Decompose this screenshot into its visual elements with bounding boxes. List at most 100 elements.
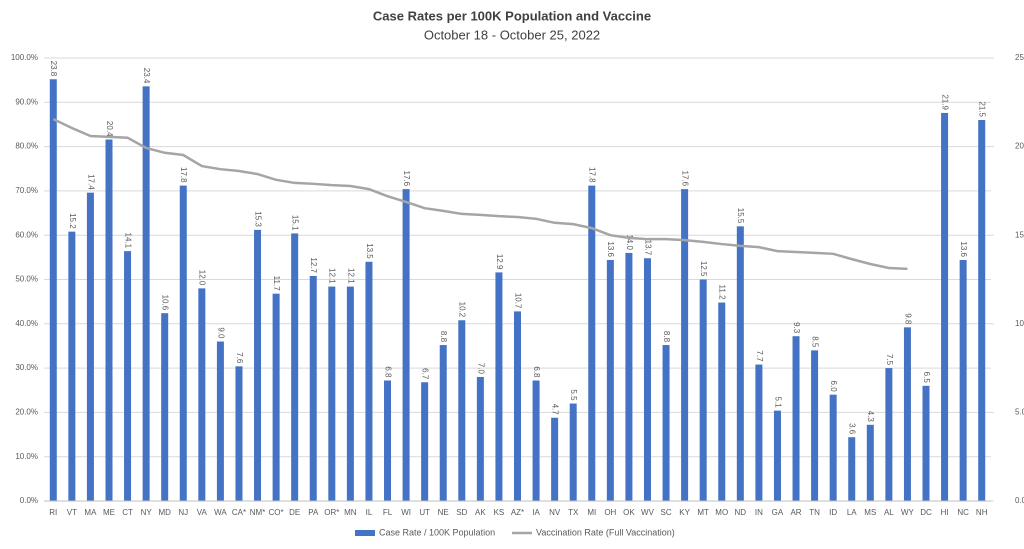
x-tick-label: UT: [419, 508, 430, 517]
bar: [346, 286, 354, 501]
x-tick-label: AR: [790, 508, 801, 517]
x-tick-label: FL: [383, 508, 393, 517]
y2-tick-label: 0.0: [1015, 496, 1024, 505]
bar: [755, 364, 763, 501]
data-label: 7.7: [755, 350, 764, 362]
data-label: 3.6: [848, 423, 857, 435]
y-tick-label: 40.0%: [15, 319, 38, 328]
x-tick-label: KY: [679, 508, 690, 517]
y-tick-label: 100.0%: [11, 53, 38, 62]
data-label: 15.2: [68, 213, 77, 229]
data-label: 13.6: [959, 241, 968, 257]
x-tick-label: ME: [103, 508, 115, 517]
data-label: 6.8: [532, 366, 541, 378]
bar: [699, 279, 707, 501]
data-label: 12.5: [699, 261, 708, 277]
x-tick-label: NC: [957, 508, 969, 517]
x-tick-label: NE: [438, 508, 449, 517]
y2-tick-label: 5.0: [1015, 408, 1024, 417]
bar: [384, 380, 392, 501]
data-label: 5.1: [773, 397, 782, 409]
x-tick-label: TN: [809, 508, 820, 517]
x-tick-label: NJ: [178, 508, 188, 517]
data-label: 9.0: [216, 327, 225, 339]
data-label: 21.9: [940, 94, 949, 110]
y2-tick-label: 20.0: [1015, 142, 1024, 151]
data-label: 13.6: [606, 241, 615, 257]
data-label: 20.4: [105, 121, 114, 137]
bar: [866, 424, 874, 501]
bar: [272, 293, 280, 501]
x-tick-label: WA: [214, 508, 227, 517]
x-tick-label: AZ*: [511, 508, 524, 517]
x-tick-label: VA: [197, 508, 208, 517]
data-label: 7.6: [235, 352, 244, 364]
data-label: 12.1: [328, 268, 337, 284]
x-tick-label: IA: [532, 508, 540, 517]
y2-tick-label: 10.0: [1015, 319, 1024, 328]
bar: [235, 366, 243, 501]
data-label: 12.7: [309, 257, 318, 273]
x-tick-label: NY: [141, 508, 153, 517]
data-label: 12.9: [495, 254, 504, 270]
legend-label: Case Rate / 100K Population: [379, 527, 495, 537]
data-label: 14.1: [123, 233, 132, 249]
data-label: 23.8: [49, 61, 58, 77]
data-label: 6.5: [922, 372, 931, 384]
data-label: 7.0: [476, 363, 485, 375]
x-tick-label: VT: [67, 508, 77, 517]
bar: [643, 258, 651, 501]
data-label: 7.5: [885, 354, 894, 366]
x-tick-label: MT: [697, 508, 709, 517]
x-tick-label: CT: [122, 508, 133, 517]
x-tick-label: WI: [401, 508, 411, 517]
y-tick-label: 0.0%: [20, 496, 38, 505]
bar: [718, 302, 726, 501]
y-tick-label: 80.0%: [15, 142, 38, 151]
x-tick-label: RI: [49, 508, 57, 517]
data-label: 10.2: [458, 302, 467, 318]
bar: [773, 410, 781, 501]
data-label: 17.8: [588, 167, 597, 183]
bar: [68, 231, 76, 501]
legend-label: Vaccination Rate (Full Vaccination): [536, 527, 675, 537]
chart-subtitle: October 18 - October 25, 2022: [424, 27, 600, 42]
x-tick-label: SD: [456, 508, 467, 517]
bar: [959, 260, 967, 501]
bar: [829, 394, 837, 501]
x-tick-label: NH: [976, 508, 988, 517]
data-label: 23.4: [142, 68, 151, 84]
data-label: 15.3: [253, 211, 262, 227]
bar: [569, 403, 577, 501]
x-tick-label: MD: [158, 508, 171, 517]
x-tick-label: MA: [84, 508, 97, 517]
bar: [811, 350, 819, 501]
bar: [588, 185, 596, 502]
x-tick-label: MS: [864, 508, 876, 517]
bar: [681, 189, 689, 502]
data-label: 5.5: [569, 389, 578, 401]
bar: [161, 313, 169, 501]
y-tick-label: 60.0%: [15, 230, 38, 239]
x-tick-label: IL: [366, 508, 373, 517]
bar: [86, 192, 94, 501]
bar: [291, 233, 299, 502]
bar: [328, 286, 336, 501]
bar: [978, 120, 986, 502]
x-tick-label: CO*: [269, 508, 284, 517]
x-tick-label: OK: [623, 508, 635, 517]
bar: [625, 252, 633, 501]
bar: [458, 320, 466, 501]
bar: [198, 288, 206, 501]
x-tick-label: AL: [884, 508, 894, 517]
x-tick-label: ND: [735, 508, 747, 517]
data-label: 12.1: [346, 268, 355, 284]
y-tick-label: 30.0%: [15, 363, 38, 372]
bar: [254, 229, 262, 501]
data-label: 21.5: [978, 101, 987, 117]
bar: [365, 261, 373, 501]
bar: [124, 251, 132, 501]
data-label: 4.7: [551, 404, 560, 416]
data-label: 10.6: [161, 295, 170, 311]
